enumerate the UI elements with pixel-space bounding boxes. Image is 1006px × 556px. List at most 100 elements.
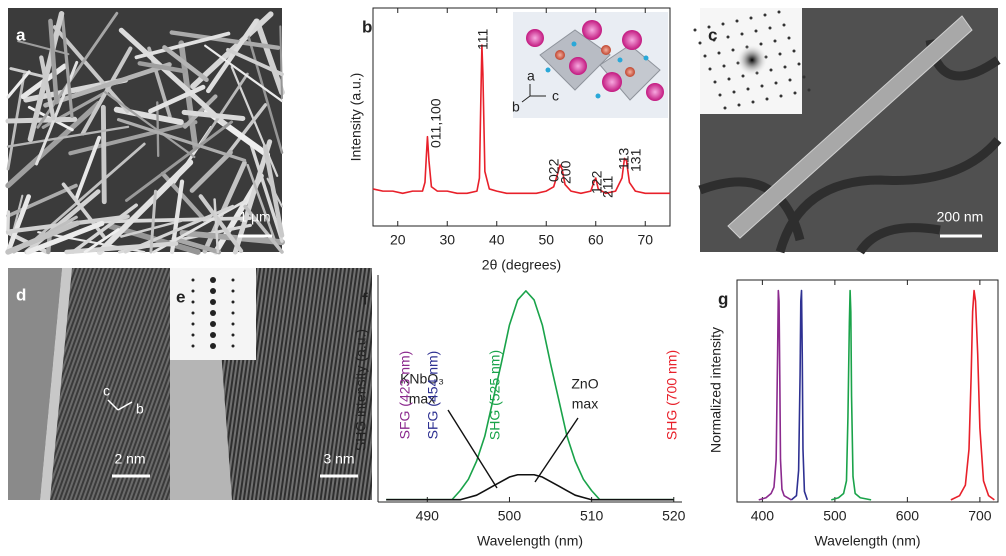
spectrum-line	[759, 291, 792, 500]
panel-label: e	[176, 287, 185, 306]
spot	[232, 301, 235, 304]
spectrum-line	[951, 291, 995, 500]
figure: a 1 µm c 200 nm d c b 2 nm e 3 nm a b c …	[0, 0, 1006, 551]
atom	[572, 42, 577, 47]
atom	[622, 30, 642, 50]
spot	[752, 101, 755, 104]
series-label: SHG (700 nm)	[664, 350, 680, 440]
spot	[794, 92, 797, 95]
peak-label: 011,100	[428, 98, 444, 148]
spot	[760, 43, 763, 46]
spot	[192, 279, 195, 282]
x-axis-label: Wavelength (nm)	[477, 533, 583, 549]
spot	[210, 310, 216, 316]
spot	[766, 98, 769, 101]
spot	[747, 88, 750, 91]
spot	[718, 52, 721, 55]
y-axis-label: Normalized intensity	[708, 327, 724, 453]
x-tick-label: 20	[390, 232, 406, 248]
spot	[793, 50, 796, 53]
x-tick-label: 520	[662, 508, 686, 524]
axis-label: a	[527, 68, 535, 84]
x-tick-label: 500	[823, 508, 847, 524]
spot	[778, 11, 781, 14]
atom	[646, 83, 664, 101]
spot	[764, 14, 767, 17]
panel-label: d	[16, 285, 26, 304]
atom	[644, 56, 649, 61]
spot	[210, 321, 216, 327]
spot	[728, 78, 731, 81]
spot	[192, 334, 195, 337]
spot	[775, 82, 778, 85]
x-axis-label: Wavelength (nm)	[814, 533, 920, 549]
spot	[192, 323, 195, 326]
atom	[601, 45, 611, 55]
axis-label: c	[103, 383, 110, 399]
spot	[733, 91, 736, 94]
panel-label: f	[362, 289, 368, 308]
spot	[750, 17, 753, 20]
atom	[555, 50, 565, 60]
spot	[232, 334, 235, 337]
spot	[210, 299, 216, 305]
spot	[192, 290, 195, 293]
x-tick-label: 30	[439, 232, 455, 248]
atom	[602, 72, 622, 92]
spot	[738, 104, 741, 107]
spot	[719, 94, 722, 97]
x-tick-label: 40	[489, 232, 505, 248]
x-tick-label: 60	[588, 232, 604, 248]
x-tick-label: 50	[538, 232, 554, 248]
peak-label: 211	[600, 175, 616, 198]
axis-label: b	[136, 401, 144, 417]
atom	[546, 68, 551, 73]
x-tick-label: 70	[637, 232, 653, 248]
spot	[232, 279, 235, 282]
spot	[210, 288, 216, 294]
central-spot	[736, 44, 768, 76]
scale-label: 200 nm	[937, 209, 984, 225]
spot	[699, 42, 702, 45]
spot	[232, 345, 235, 348]
spectrum-line	[831, 291, 871, 500]
spot	[723, 65, 726, 68]
spot	[192, 345, 195, 348]
spot	[232, 312, 235, 315]
panel-label: g	[718, 289, 728, 308]
spot	[741, 33, 744, 36]
atom	[582, 20, 602, 40]
spot	[727, 36, 730, 39]
y-axis-label: SHG intensity (a.u.)	[353, 329, 369, 451]
annotation: ZnO	[571, 376, 598, 392]
spot	[784, 66, 787, 69]
x-tick-label: 490	[416, 508, 440, 524]
scale-label: 3 nm	[323, 451, 354, 467]
spot	[722, 23, 725, 26]
atom	[526, 29, 544, 47]
spot	[789, 79, 792, 82]
x-tick-label: 510	[580, 508, 604, 524]
spot	[755, 30, 758, 33]
spectrum-line	[791, 291, 807, 500]
peak-label: 200	[558, 160, 574, 184]
spot	[742, 75, 745, 78]
spot	[714, 81, 717, 84]
annotation: max	[572, 396, 598, 412]
scale-label: 1 µm	[239, 209, 270, 225]
spot	[808, 89, 811, 92]
scale-label: 2 nm	[114, 451, 145, 467]
spot	[210, 332, 216, 338]
spot	[694, 29, 697, 32]
spot	[761, 85, 764, 88]
spot	[788, 37, 791, 40]
nanowire	[103, 107, 104, 201]
spot	[779, 53, 782, 56]
peak-label: 111	[475, 29, 491, 50]
spot	[798, 63, 801, 66]
spectrum-line	[386, 475, 674, 500]
series-label: SHG (525 nm)	[487, 350, 503, 440]
series-label: SFG (454 nm)	[425, 351, 441, 440]
axis-label: c	[552, 88, 559, 104]
panel-label: a	[16, 25, 26, 44]
